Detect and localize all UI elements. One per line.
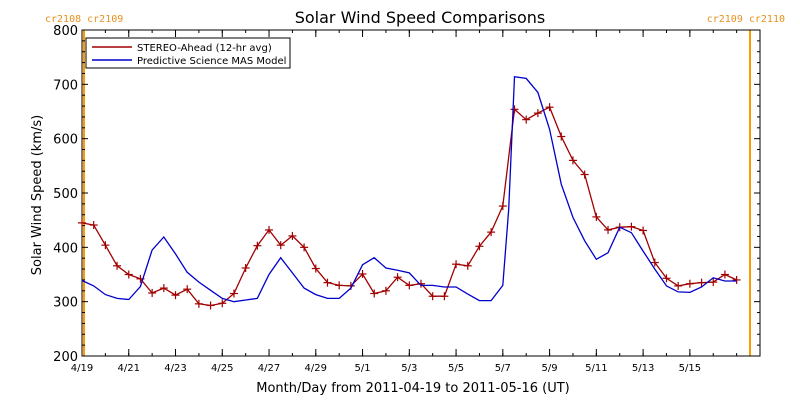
x-tick-label: 5/7 [495,363,511,374]
x-tick-label: 5/3 [401,363,417,374]
legend-box [85,37,291,69]
x-tick-label: 5/1 [355,363,371,374]
legend-label-mas: Predictive Science MAS Model [137,56,286,67]
cr-label-right: cr2109 cr2110 [707,14,785,25]
y-tick-label: 700 [53,78,78,93]
data-point-stereo [545,103,554,112]
data-point-stereo [101,241,110,250]
data-point-stereo [265,225,274,234]
data-point-stereo [639,226,648,235]
data-point-stereo [381,286,390,295]
data-point-stereo [241,263,250,272]
data-point-stereo [475,242,484,251]
y-tick-label: 600 [53,133,78,148]
data-point-stereo [510,105,519,114]
data-point-stereo [78,218,86,227]
data-point-stereo [89,221,98,230]
data-point-stereo [487,228,496,237]
data-point-stereo [662,274,671,283]
data-point-stereo [568,156,577,165]
x-axis-label: Month/Day from 2011-04-19 to 2011-05-16 … [256,381,569,396]
data-point-stereo [604,225,613,234]
data-point-stereo [218,299,227,308]
data-point-stereo [370,289,379,298]
y-axis-label: Solar Wind Speed (km/s) [30,115,45,275]
x-tick-label: 4/19 [71,363,93,374]
data-point-stereo [498,202,507,211]
data-point-stereo [720,270,729,279]
data-point-stereo [580,170,589,179]
data-point-stereo [522,115,531,124]
chart-title: Solar Wind Speed Comparisons [295,8,546,27]
y-tick-label: 800 [53,24,78,39]
data-point-stereo [159,284,168,293]
x-tick-label: 5/5 [448,363,464,374]
data-point-stereo [452,260,461,269]
x-tick-label: 4/27 [258,363,280,374]
data-point-stereo [183,285,192,294]
data-point-stereo [124,270,133,279]
data-point-stereo [288,231,297,240]
x-tick-label: 4/21 [118,363,140,374]
data-point-stereo [592,212,601,221]
series-line-stereo [81,106,737,307]
x-tick-label: 5/9 [542,363,558,374]
y-tick-label: 300 [53,296,78,311]
series-group [78,75,741,310]
data-point-stereo [300,243,309,252]
y-tick-label: 200 [53,350,78,365]
x-axis: 4/19 4/21 4/23 4/25 4/27 4/29 5/1 5/3 5/5 5/7 5/9 5… [71,30,761,374]
data-point-stereo [393,273,402,282]
data-point-stereo [650,258,659,267]
data-point-stereo [276,241,285,250]
data-point-stereo [194,299,203,308]
data-point-stereo [229,289,238,298]
series-line-mas [81,75,737,303]
data-point-stereo [171,291,180,300]
x-tick-label: 5/13 [632,363,654,374]
data-point-stereo [311,264,320,273]
data-point-stereo [697,278,706,287]
x-tick-label: 5/11 [585,363,607,374]
data-point-stereo [206,301,215,310]
x-tick-label: 4/29 [305,363,327,374]
data-point-stereo [440,292,449,301]
y-axis: 200 300 400 500 600 700 800 [53,24,760,365]
data-point-stereo [533,109,542,118]
x-tick-label: 4/25 [211,363,233,374]
data-point-stereo [405,281,414,290]
data-point-stereo [148,288,157,297]
data-point-stereo [323,278,332,287]
data-point-stereo [732,275,741,284]
data-point-stereo [627,222,636,231]
legend: STEREO-Ahead (12-hr avg) Predictive Scie… [85,37,291,69]
cr-label-left: cr2108 cr2109 [45,14,123,25]
data-point-stereo [557,132,566,141]
x-tick-label: 5/15 [679,363,701,374]
data-point-stereo [463,261,472,270]
data-point-stereo [685,279,694,288]
plot-frame [81,29,761,357]
data-point-stereo [253,241,262,250]
data-point-stereo [358,269,367,278]
y-tick-label: 500 [53,187,78,202]
data-point-stereo [428,292,437,301]
data-point-stereo [674,281,683,290]
data-point-stereo [335,281,344,290]
y-tick-label: 400 [53,241,78,256]
legend-label-stereo: STEREO-Ahead (12-hr avg) [137,43,272,54]
data-point-stereo [417,279,425,288]
data-point-stereo [113,261,122,270]
data-point-stereo [709,278,718,287]
x-tick-label: 4/23 [164,363,186,374]
